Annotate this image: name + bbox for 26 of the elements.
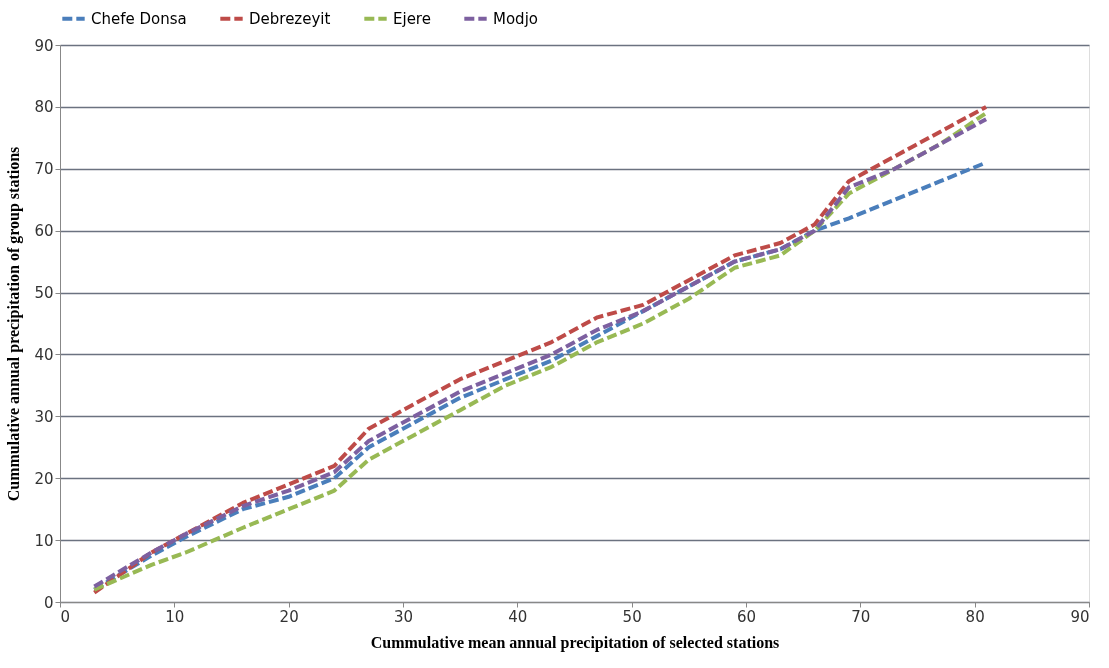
legend-label: Modjo: [493, 9, 538, 28]
x-axis-title: Cummulative mean annual precipitation of selected stations: [370, 633, 780, 652]
y-tick-label: 50: [34, 284, 54, 303]
x-tick-label: 30: [393, 607, 414, 626]
y-tick-label: 0: [43, 593, 54, 612]
legend-label: Chefe Donsa: [91, 9, 187, 28]
y-tick-label: 20: [34, 469, 54, 488]
y-tick-label: 90: [34, 36, 54, 55]
x-tick-label: 80: [965, 607, 985, 626]
legend-label: Ejere: [393, 9, 431, 28]
y-tick-label: 10: [34, 531, 54, 550]
x-tick-label: 20: [279, 607, 299, 626]
x-tick-label: 40: [508, 607, 528, 626]
y-tick-label: 60: [34, 222, 54, 241]
x-tick-label: 60: [736, 607, 757, 626]
x-tick-label: 50: [622, 607, 642, 626]
legend-label: Debrezeyit: [249, 9, 331, 28]
x-tick-label: 90: [1070, 607, 1090, 626]
x-tick-label: 70: [851, 607, 871, 626]
y-tick-label: 40: [34, 345, 54, 364]
y-axis-title: Cummulative annual precipitation of group stations: [5, 146, 24, 502]
x-tick-label: 10: [165, 607, 185, 626]
y-tick-label: 80: [34, 98, 54, 117]
y-tick-label: 70: [34, 160, 54, 179]
y-tick-label: 30: [34, 407, 54, 426]
x-tick-label: 0: [60, 607, 71, 626]
